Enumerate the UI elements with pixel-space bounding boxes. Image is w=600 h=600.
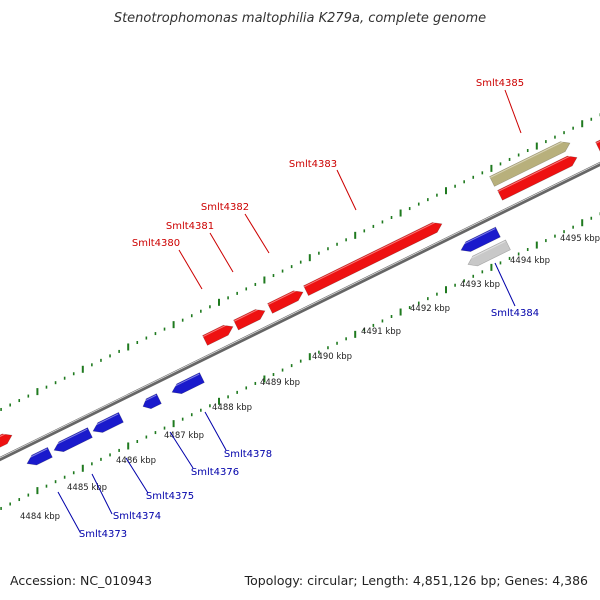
label-leader-line	[494, 262, 516, 307]
kbp-label: 4487 kbp	[164, 431, 204, 441]
gene-forward-left	[0, 431, 13, 452]
upper-tick-track	[0, 113, 600, 411]
label-leader-line	[178, 249, 203, 290]
gene-special-forward	[489, 139, 571, 187]
label-leader-line	[125, 457, 149, 494]
gene-forward-d	[303, 219, 443, 297]
kbp-label: 4493 kbp	[460, 280, 500, 290]
label-leader-line	[91, 473, 113, 515]
kbp-label: 4489 kbp	[260, 378, 300, 388]
backbone-line	[0, 161, 600, 462]
gene-forward-c	[267, 288, 304, 314]
gene-label-forward: Smlt4382	[201, 202, 249, 213]
gene-forward-b	[233, 306, 266, 331]
gene-forward-edge	[595, 136, 600, 153]
gene-label-forward: Smlt4381	[166, 221, 214, 232]
kbp-label: 4488 kbp	[212, 403, 252, 413]
gene-label-reverse: Smlt4373	[79, 529, 127, 540]
kbp-label: 4494 kbp	[510, 256, 550, 266]
gene-forward-e	[497, 153, 578, 201]
kbp-label: 4486 kbp	[116, 456, 156, 466]
kbp-label: 4491 kbp	[361, 327, 401, 337]
gene-reverse-c	[90, 411, 124, 433]
gene-gray-reverse	[465, 239, 511, 267]
gene-label-forward: Smlt4380	[132, 238, 180, 249]
gene-label-reverse: Smlt4376	[191, 467, 239, 478]
backbone-highlight	[0, 162, 600, 459]
label-leader-line	[204, 411, 227, 451]
label-leader-line	[336, 169, 357, 211]
accession-text: Accession: NC_010943	[10, 573, 153, 588]
kbp-label: 4490 kbp	[312, 352, 352, 362]
map-title: Stenotrophomonas maltophilia K279a, comp…	[114, 11, 486, 26]
lower-tick-track	[0, 212, 600, 510]
gene-reverse-b	[51, 427, 93, 453]
gene-label-reverse: Smlt4375	[146, 491, 194, 502]
label-leader-line	[504, 89, 522, 134]
genome-backbone	[0, 161, 600, 462]
kbp-label: 4492 kbp	[410, 304, 450, 314]
kbp-label: 4484 kbp	[20, 512, 60, 522]
gene-label-forward: Smlt4385	[476, 78, 524, 89]
kbp-label: 4495 kbp	[560, 234, 600, 244]
gene-reverse-e	[169, 372, 205, 395]
gene-forward-a	[202, 322, 234, 346]
kbp-scale-labels: 4484 kbp 4485 kbp 4486 kbp 4487 kbp 4488 kbp…	[20, 234, 600, 522]
gene-label-layer: Smlt4380 Smlt4381 Smlt4382 Smlt4383 Smlt4385…	[57, 78, 539, 540]
gene-reverse-a	[24, 446, 53, 466]
label-leader-line	[244, 213, 270, 254]
gene-label-forward: Smlt4383	[289, 159, 337, 170]
label-leader-line	[57, 491, 81, 533]
gene-label-reverse: Smlt4384	[491, 308, 539, 319]
topology-summary: Topology: circular; Length: 4,851,126 bp…	[244, 573, 588, 588]
gene-label-reverse: Smlt4378	[224, 449, 272, 460]
kbp-label: 4485 kbp	[67, 483, 107, 493]
gene-reverse-f	[458, 226, 501, 252]
label-leader-line	[169, 431, 194, 469]
label-leader-line	[209, 232, 234, 273]
gene-label-reverse: Smlt4374	[113, 511, 161, 522]
gene-reverse-d	[140, 393, 162, 410]
gene-features	[0, 136, 600, 466]
